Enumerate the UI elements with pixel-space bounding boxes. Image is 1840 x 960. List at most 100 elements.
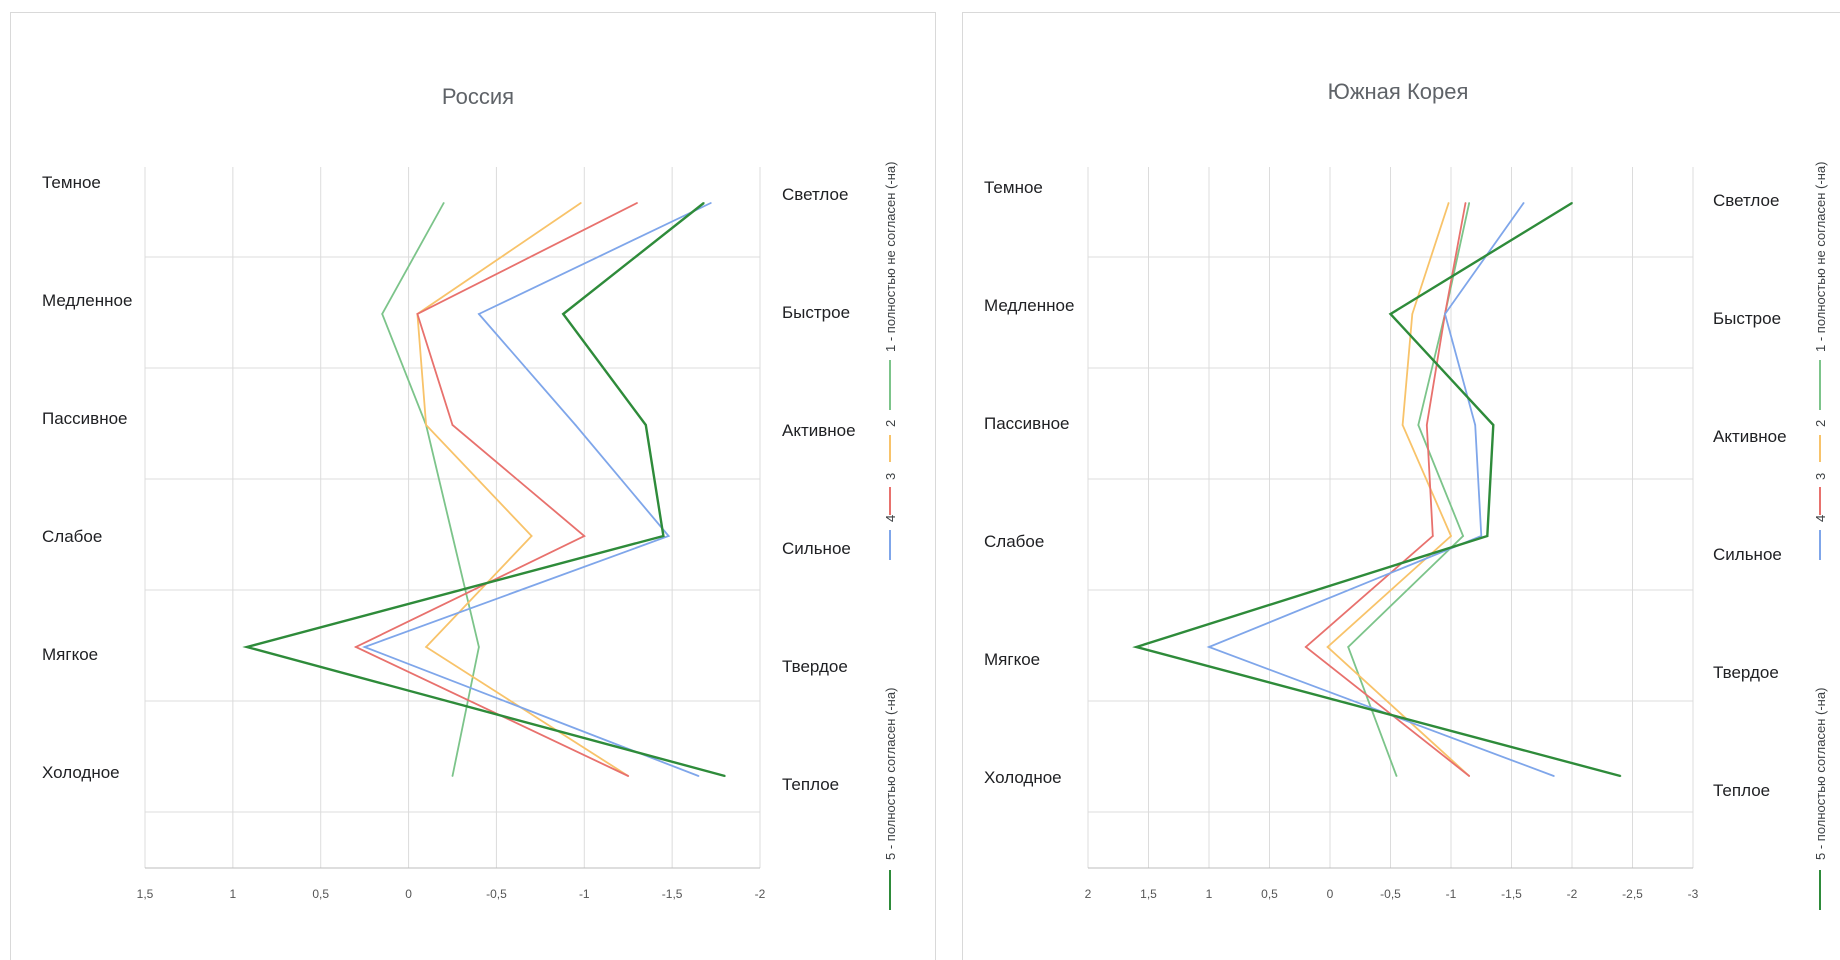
left-category-label: Пассивное: [984, 414, 1070, 433]
series-point: [723, 775, 726, 777]
series-point: [1417, 424, 1420, 426]
series-point: [1486, 535, 1489, 537]
right-category-label: Светлое: [1713, 191, 1779, 210]
right-category-label: Активное: [782, 421, 856, 440]
series-line: [242, 202, 726, 778]
series-point: [425, 646, 428, 648]
legend-label: 4: [1813, 515, 1828, 522]
x-tick-label: 1: [1206, 887, 1213, 901]
series-line: [1206, 202, 1555, 777]
chart-panel-korea: [962, 12, 1840, 960]
chart-korea: 2 1,5 1 0,5 0 -0,5 -1 -1,5 -2 -2,5 -3 Южная Корея Те…: [984, 79, 1828, 910]
series-point: [246, 646, 248, 648]
legend-label: 1 - полностью не согласен (-на): [883, 162, 898, 352]
left-category-label: Холодное: [42, 763, 120, 782]
series-point: [1135, 646, 1138, 648]
chart-panel-russia: [10, 12, 936, 960]
x-tick-label: 2: [1085, 887, 1092, 901]
legend-label: 3: [1813, 473, 1828, 480]
series-point: [425, 424, 428, 426]
series-line: [1132, 201, 1621, 778]
legend-label: 5 - полностью согласен (-на): [1813, 688, 1828, 860]
series-line: [353, 202, 638, 777]
left-category-label: Пассивное: [42, 409, 128, 428]
series-point: [451, 775, 454, 777]
left-category-label: Медленное: [42, 291, 132, 310]
series-point: [1395, 775, 1398, 777]
legend-label: 2: [1813, 420, 1828, 427]
series-point: [644, 424, 647, 426]
series-point: [1571, 202, 1573, 204]
series-point: [1552, 775, 1555, 777]
legend-label: 5 - полностью согласен (-на): [883, 688, 898, 860]
x-tick-label: -0,5: [1380, 887, 1401, 901]
series-point: [1347, 646, 1350, 648]
right-category-label: Теплое: [1713, 781, 1770, 800]
right-category-label: Светлое: [782, 185, 848, 204]
series-point: [1447, 202, 1450, 204]
x-tick-label: 1,5: [137, 887, 154, 901]
x-tick-label: 1: [230, 887, 237, 901]
x-tick-label: 0: [1327, 887, 1334, 901]
series-point: [1619, 775, 1622, 777]
legend-label: 1 - полностью не согласен (-на): [1813, 162, 1828, 352]
series-point: [530, 535, 533, 537]
series-point: [574, 424, 577, 426]
x-tick-label: -1,5: [662, 887, 683, 901]
series-point: [1411, 313, 1414, 315]
left-category-label: Темное: [984, 178, 1043, 197]
series-point: [1401, 424, 1404, 426]
x-tick-label: 0: [405, 887, 412, 901]
right-category-label: Сильное: [782, 539, 851, 558]
legend-label: 4: [883, 515, 898, 522]
left-category-label: Слабое: [42, 527, 102, 546]
series-point: [1468, 202, 1471, 204]
x-tick-label: -1: [1446, 887, 1457, 901]
left-category-label: Медленное: [984, 296, 1074, 315]
series-point: [636, 202, 638, 204]
x-tick-label: -2: [1567, 887, 1578, 901]
series-line: [1304, 202, 1470, 777]
series-point: [1464, 202, 1467, 204]
series-point: [1425, 424, 1428, 426]
right-category-label: Твердое: [782, 657, 848, 676]
series-point: [1450, 535, 1452, 537]
series-point: [1462, 535, 1464, 537]
right-category-label: Быстрое: [782, 303, 850, 322]
series-point: [416, 313, 419, 315]
series-point: [451, 535, 454, 537]
x-tick-label: 0,5: [1261, 887, 1278, 901]
series-line: [381, 202, 480, 777]
series-point: [1444, 313, 1446, 315]
x-tick-label: 0,5: [312, 887, 329, 901]
x-tick-label: -2: [755, 887, 766, 901]
x-tick-label: -1: [579, 887, 590, 901]
series-point: [667, 535, 670, 537]
series-point: [662, 535, 665, 537]
x-tick-label: 1,5: [1140, 887, 1157, 901]
left-category-label: Мягкое: [42, 645, 98, 664]
series-point: [1431, 535, 1434, 537]
series-line: [416, 202, 629, 777]
series-point: [1304, 646, 1307, 648]
legend: 5 - полностью согласен (-на) 4 3 2 1 - полно…: [883, 162, 898, 910]
series-point: [442, 202, 445, 204]
series-point: [1474, 424, 1477, 426]
series-point: [451, 424, 454, 426]
legend: 5 - полностью согласен (-на) 4 3 2 1 - полно…: [1813, 162, 1828, 910]
series-point: [1492, 424, 1495, 426]
x-tick-label: -3: [1688, 887, 1699, 901]
series-point: [354, 646, 357, 648]
chart-russia: 1,5 1 0,5 0 -0,5 -1 -1,5 -2 Россия Темное Медленно…: [42, 84, 898, 910]
series-point: [1522, 202, 1525, 204]
series-point: [381, 313, 384, 315]
series-point: [627, 775, 630, 777]
x-tick-label: -0,5: [486, 887, 507, 901]
series-point: [583, 535, 586, 537]
right-category-label: Теплое: [782, 775, 839, 794]
x-tick-label: -2,5: [1622, 887, 1643, 901]
series-point: [1208, 646, 1210, 648]
left-category-label: Мягкое: [984, 650, 1040, 669]
legend-label: 2: [883, 420, 898, 427]
